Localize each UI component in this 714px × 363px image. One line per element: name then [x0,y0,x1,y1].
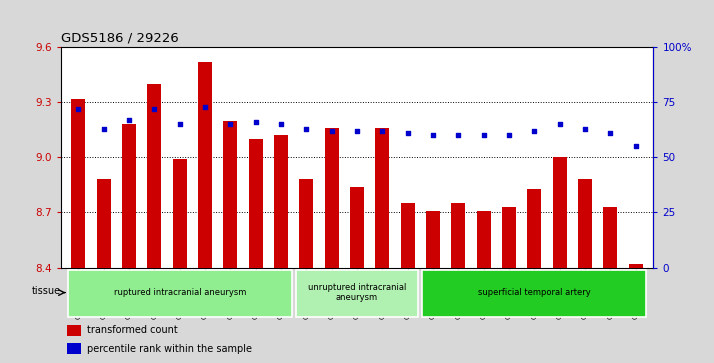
Point [199,104,211,110]
Point [98,126,109,132]
Point [149,106,160,112]
Point [605,130,616,136]
Text: transformed count: transformed count [87,326,178,335]
Bar [274,135,288,268]
Bar [66,325,81,336]
Bar [71,99,86,268]
Text: percentile rank within the sample: percentile rank within the sample [87,343,252,354]
Text: ruptured intracranial aneurysm: ruptured intracranial aneurysm [114,288,246,297]
Point [554,121,565,127]
Point [579,126,590,132]
Text: superficial temporal artery: superficial temporal artery [478,288,590,297]
Bar [376,128,389,268]
Text: unruptured intracranial
aneurysm: unruptured intracranial aneurysm [308,283,406,302]
Point [376,128,388,134]
Point [478,132,489,138]
Point [453,132,464,138]
Point [174,121,186,127]
Point [276,121,287,127]
Point [528,128,540,134]
Point [351,128,363,134]
Bar [223,121,237,268]
Bar [97,179,111,268]
Bar [350,187,364,268]
Bar [122,125,136,268]
Point [402,130,413,136]
Bar [173,159,186,268]
Bar [426,211,440,268]
Bar [299,179,313,268]
Bar [198,62,212,268]
Bar [603,207,617,268]
Bar [401,203,415,268]
Bar [325,128,338,268]
Point [503,132,515,138]
Bar [422,270,646,317]
Point [326,128,338,134]
Bar [68,270,292,317]
Bar [296,270,418,317]
Point [630,143,641,149]
Text: tissue: tissue [32,286,61,296]
Bar [147,84,161,268]
Point [73,106,84,112]
Bar [451,203,466,268]
Text: GDS5186 / 29226: GDS5186 / 29226 [61,32,178,45]
Point [225,121,236,127]
Point [301,126,312,132]
Bar [578,179,592,268]
Bar [628,264,643,268]
Bar [553,158,567,268]
Bar [528,189,541,268]
Bar [248,139,263,268]
Bar [66,343,81,354]
Point [124,117,135,123]
Point [250,119,261,125]
Point [427,132,438,138]
Bar [477,211,491,268]
Bar [502,207,516,268]
